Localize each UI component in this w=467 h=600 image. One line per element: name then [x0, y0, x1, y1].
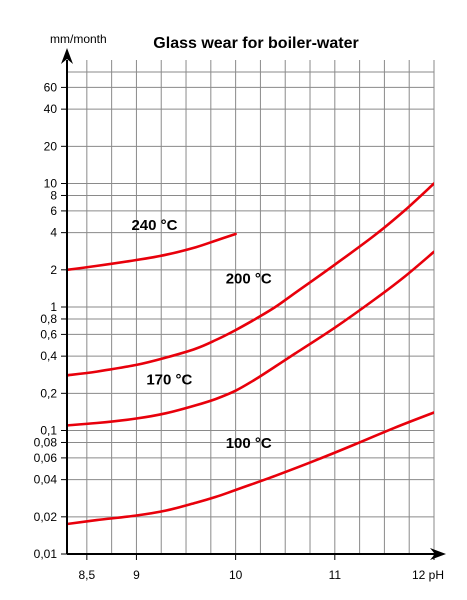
series-label-1: 240 °C — [131, 217, 177, 234]
y-tick-label: 20 — [44, 139, 58, 153]
series-line-1 — [67, 232, 237, 272]
y-tick-label: 4 — [50, 226, 57, 240]
y-tick-label: 0,08 — [34, 435, 58, 449]
x-tick-label: 9 — [133, 568, 140, 582]
series-labels: 240 °C 200 °C 170 °C 100 °C — [131, 217, 271, 452]
y-axis-label: mm/month — [50, 32, 107, 46]
y-tick-label: 0,4 — [40, 349, 57, 363]
y-tick-label: 2 — [50, 263, 57, 277]
y-tick-label: 8 — [50, 188, 57, 202]
y-tick-label: 0,6 — [40, 327, 57, 341]
x-tick-label: 10 — [229, 568, 243, 582]
x-tick-label: 11 — [329, 568, 342, 582]
y-tick-label: 0,06 — [34, 451, 58, 465]
y-tick-label: 6 — [50, 204, 57, 218]
series-label-2: 200 °C — [226, 270, 272, 287]
grid — [67, 60, 435, 554]
series-label-3: 170 °C — [146, 372, 192, 389]
series-label-4: 100 °C — [226, 435, 272, 452]
y-axis-arrow-icon — [61, 48, 73, 64]
series-layer — [67, 182, 434, 526]
y-tick-label: 0,8 — [40, 312, 57, 326]
y-tick-label: 0,1 — [40, 424, 57, 438]
series-line-4 — [67, 411, 434, 526]
y-tick-label: 1 — [50, 300, 57, 314]
tick-labels: 0,01 0,02 0,04 0,06 0,080,1 0,2 0,4 0,60,81 2 4 6 8… — [34, 80, 444, 582]
y-tick-label: 60 — [44, 80, 58, 94]
x-tick-label: 12 pH — [412, 568, 444, 582]
y-tick-label: 0,01 — [34, 547, 58, 561]
y-tick-label: 0,2 — [40, 386, 57, 400]
y-tick-label: 40 — [44, 102, 58, 116]
y-tick-label: 0,04 — [34, 473, 58, 487]
chart-title: Glass wear for boiler-water — [153, 35, 358, 52]
series-line-3 — [67, 250, 434, 427]
y-tick-label: 0,02 — [34, 510, 58, 524]
series-line-2 — [67, 182, 434, 377]
x-tick-label: 8,5 — [78, 568, 95, 582]
y-tick-label: 10 — [44, 177, 58, 191]
